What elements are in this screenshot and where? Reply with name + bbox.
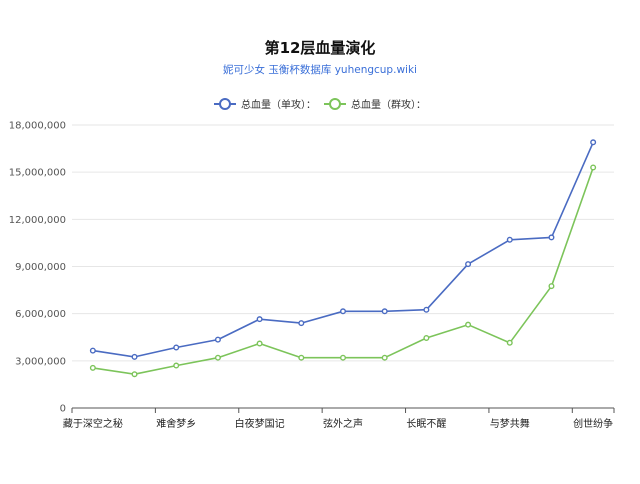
data-point[interactable] xyxy=(89,364,96,371)
x-tick-label: 藏于深空之秘 xyxy=(63,417,123,430)
legend-item-single-target[interactable]: 总血量（单攻）： xyxy=(214,98,316,111)
data-point[interactable] xyxy=(381,308,388,315)
x-tick-label: 弦外之声 xyxy=(323,417,363,430)
data-point[interactable] xyxy=(256,316,263,323)
chart-title: 第12层血量演化 xyxy=(265,39,376,57)
y-tick-label: 12,000,000 xyxy=(9,215,66,226)
x-tick-label: 创世纷争 xyxy=(573,417,613,430)
data-point[interactable] xyxy=(340,354,347,361)
legend: 总血量（单攻）： 总血量（群攻）： xyxy=(214,98,426,111)
x-tick-label: 长眠不醒 xyxy=(406,418,446,430)
y-tick-label: 18,000,000 xyxy=(9,121,66,132)
data-point[interactable] xyxy=(590,164,597,171)
x-tick-label: 难舍梦乡 xyxy=(156,417,196,430)
data-point[interactable] xyxy=(131,371,138,378)
x-tick-label: 白夜梦国记 xyxy=(235,417,285,430)
chart-subtitle: 妮可少女 玉衡杯数据库 yuhengcup.wiki xyxy=(223,63,417,76)
legend-label-single-target: 总血量（单攻）： xyxy=(241,98,316,111)
data-point[interactable] xyxy=(298,354,305,361)
data-point[interactable] xyxy=(381,354,388,361)
series-1 xyxy=(89,164,597,378)
legend-marker-aoe xyxy=(329,98,341,110)
grid xyxy=(72,124,614,362)
data-point[interactable] xyxy=(548,234,555,241)
data-point[interactable] xyxy=(214,354,221,361)
x-tick-label: 与梦共舞 xyxy=(490,418,530,430)
y-tick-label: 9,000,000 xyxy=(15,262,66,273)
y-tick-label: 0 xyxy=(60,404,66,415)
data-point[interactable] xyxy=(506,236,513,243)
data-point[interactable] xyxy=(423,335,430,342)
legend-marker-single-target xyxy=(219,98,231,110)
series-area xyxy=(89,139,597,378)
y-tick-label: 6,000,000 xyxy=(15,309,66,320)
data-point[interactable] xyxy=(465,321,472,328)
data-point[interactable] xyxy=(423,306,430,313)
data-point[interactable] xyxy=(173,362,180,369)
data-point[interactable] xyxy=(506,339,513,346)
x-axis: 藏于深空之秘 难舍梦乡 白夜梦国记 弦外之声 长眠不醒 与梦共舞 创世纷争 xyxy=(63,407,615,430)
data-point[interactable] xyxy=(256,340,263,347)
data-point[interactable] xyxy=(298,320,305,327)
series-0 xyxy=(89,139,597,360)
y-tick-label: 15,000,000 xyxy=(9,168,66,179)
y-axis: 0 3,000,000 6,000,000 9,000,000 12,000,000 15… xyxy=(9,121,66,415)
series-line xyxy=(92,167,594,376)
data-point[interactable] xyxy=(590,139,597,146)
data-point[interactable] xyxy=(173,344,180,351)
legend-item-aoe[interactable]: 总血量（群攻）： xyxy=(324,98,426,111)
data-point[interactable] xyxy=(131,353,138,360)
data-point[interactable] xyxy=(214,336,221,343)
data-point[interactable] xyxy=(89,347,96,354)
data-point[interactable] xyxy=(548,283,555,290)
data-point[interactable] xyxy=(340,308,347,315)
y-tick-label: 3,000,000 xyxy=(15,356,66,367)
legend-label-aoe: 总血量（群攻）： xyxy=(351,98,426,111)
series-line xyxy=(92,141,594,358)
data-point[interactable] xyxy=(465,261,472,268)
